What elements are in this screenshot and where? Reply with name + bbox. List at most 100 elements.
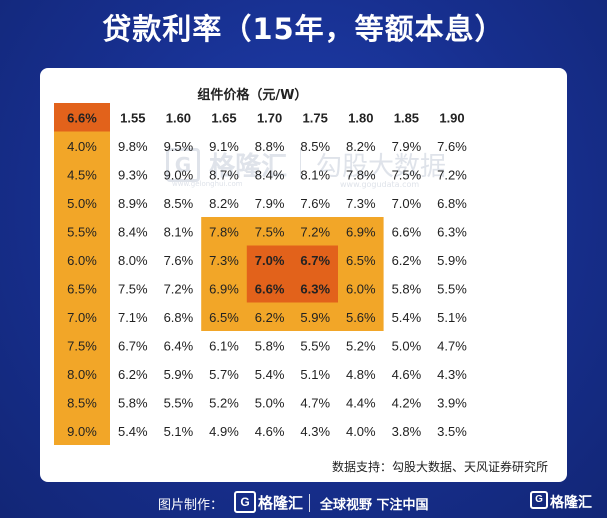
table-cell: 4.2%: [392, 395, 422, 410]
rate-column-bg: [54, 131, 110, 445]
footer-bar: 图片制作： G 格隆汇 全球视野 下注中国 G 格隆汇: [0, 486, 607, 518]
table-cell: 8.5%: [300, 139, 330, 154]
table-cell: 7.1%: [118, 310, 148, 325]
table-cell: 9.3%: [118, 167, 148, 182]
corner-logo-icon: G: [530, 491, 548, 509]
table-cell: 5.5%: [164, 395, 194, 410]
table-cell: 5.7%: [209, 367, 239, 382]
table-cell: 4.6%: [392, 367, 422, 382]
price-header: 1.70: [257, 110, 282, 125]
table-cell: 4.3%: [437, 367, 467, 382]
table-cell: 5.8%: [392, 281, 422, 296]
rate-label: 8.0%: [67, 367, 97, 382]
rate-label: 9.0%: [67, 424, 97, 439]
gelonghui-logo-text: 格隆汇: [258, 494, 304, 512]
table-cell: 8.4%: [118, 224, 148, 239]
table-cell: 8.7%: [209, 167, 239, 182]
table-cell: 8.2%: [209, 196, 239, 211]
table-cell: 7.0%: [255, 253, 285, 268]
table-cell: 7.2%: [164, 281, 194, 296]
table-cell: 3.8%: [392, 424, 422, 439]
table-cell: 9.8%: [118, 139, 148, 154]
table-cell: 9.0%: [164, 167, 194, 182]
table-cell: 9.5%: [164, 139, 194, 154]
table-cell: 6.2%: [255, 310, 285, 325]
table-cell: 6.8%: [164, 310, 194, 325]
table-cell: 4.7%: [300, 395, 330, 410]
table-cell: 4.9%: [209, 424, 239, 439]
table-cell: 7.6%: [300, 196, 330, 211]
table-cell: 5.0%: [255, 395, 285, 410]
table-cell: 6.2%: [392, 253, 422, 268]
table-cell: 8.9%: [118, 196, 148, 211]
table-cell: 6.1%: [209, 338, 239, 353]
footer-slogan: 全球视野 下注中国: [320, 498, 429, 513]
table-cell: 8.5%: [164, 196, 194, 211]
table-cell: 8.8%: [255, 139, 285, 154]
table-cell: 4.0%: [346, 424, 376, 439]
made-by-label: 图片制作：: [158, 498, 224, 513]
table-cell: 7.5%: [392, 167, 422, 182]
table-cell: 6.9%: [209, 281, 239, 296]
price-header: 1.85: [394, 110, 419, 125]
table-cell: 3.5%: [437, 424, 467, 439]
table-cell: 5.0%: [392, 338, 422, 353]
table-cell: 7.2%: [437, 167, 467, 182]
source-note: 数据支持：勾股大数据、天风证券研究所: [332, 459, 548, 474]
table-cell: 4.6%: [255, 424, 285, 439]
corner-cell-bg: [54, 103, 110, 132]
highlight-core-region: [246, 245, 338, 303]
table-cell: 6.4%: [164, 338, 194, 353]
table-card: G 格隆汇 www.gelonghui.com 勾股大数据 www.goguda…: [40, 68, 567, 482]
table-cell: 8.2%: [346, 139, 376, 154]
table-cell: 5.9%: [164, 367, 194, 382]
table-cell: 7.8%: [209, 224, 239, 239]
rate-label: 6.5%: [67, 281, 97, 296]
table-cell: 6.2%: [118, 367, 148, 382]
rate-label: 5.5%: [67, 224, 97, 239]
table-cell: 5.1%: [300, 367, 330, 382]
table-cell: 7.2%: [300, 224, 330, 239]
table-cell: 5.6%: [346, 310, 376, 325]
price-header: 1.65: [211, 110, 236, 125]
table-cell: 7.8%: [346, 167, 376, 182]
table-cell: 4.4%: [346, 395, 376, 410]
price-header: 1.80: [348, 110, 373, 125]
table-cell: 5.5%: [437, 281, 467, 296]
footer-divider: [309, 494, 310, 512]
table-cell: 7.9%: [392, 139, 422, 154]
table-cell: 8.1%: [164, 224, 194, 239]
table-cell: 8.1%: [300, 167, 330, 182]
table-cell: 6.7%: [118, 338, 148, 353]
table-cell: 5.1%: [437, 310, 467, 325]
table-cell: 6.5%: [209, 310, 239, 325]
gelonghui-logo-icon: G: [234, 491, 256, 513]
corner-cell: 6.6%: [67, 110, 97, 125]
sensitivity-table: 组件价格（元/W） 6.6% 1.55 1.60 1.65 1.70 1.75 1.80 1.8…: [54, 87, 548, 474]
table-cell: 5.8%: [118, 395, 148, 410]
table-cell: 6.7%: [300, 253, 330, 268]
table-cell: 7.9%: [255, 196, 285, 211]
table-cell: 5.4%: [255, 367, 285, 382]
table-cell: 4.7%: [437, 338, 467, 353]
table-cell: 3.9%: [437, 395, 467, 410]
table-cell: 7.6%: [437, 139, 467, 154]
table-cell: 9.1%: [209, 139, 239, 154]
table-cell: 7.0%: [392, 196, 422, 211]
table-cell: 7.3%: [209, 253, 239, 268]
column-header-title: 组件价格（元/W）: [197, 87, 307, 103]
table-cell: 4.3%: [300, 424, 330, 439]
table-cell: 4.8%: [346, 367, 376, 382]
rate-label: 6.0%: [67, 253, 97, 268]
table-cell: 7.5%: [255, 224, 285, 239]
table-cell: 5.4%: [392, 310, 422, 325]
table-cell: 7.5%: [118, 281, 148, 296]
rate-label: 4.0%: [67, 139, 97, 154]
corner-logo-text: 格隆汇: [550, 495, 592, 511]
rate-label: 7.0%: [67, 310, 97, 325]
table-cell: 5.9%: [437, 253, 467, 268]
page-title: 贷款利率（15年，等额本息）: [102, 12, 505, 46]
table-cell: 5.1%: [164, 424, 194, 439]
table-cell: 6.0%: [346, 281, 376, 296]
price-header: 1.60: [166, 110, 191, 125]
